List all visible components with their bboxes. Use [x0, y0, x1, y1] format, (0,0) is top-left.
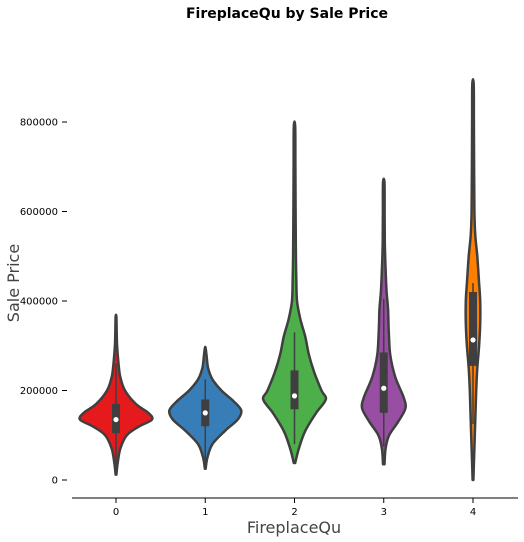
- x-tick-label: 0: [113, 507, 119, 518]
- chart-title: FireplaceQu by Sale Price: [186, 6, 388, 22]
- y-axis: 0 200000 400000 600000 800000: [20, 118, 67, 487]
- x-tick-label: 1: [202, 507, 208, 518]
- violin-iqr-box: [379, 352, 388, 413]
- violin-4: [464, 77, 482, 482]
- violin-median-point: [113, 416, 119, 423]
- x-axis: 0 1 2 3 4: [72, 497, 518, 518]
- violin-median-point: [381, 385, 387, 391]
- x-axis-label: FireplaceQu: [247, 518, 341, 537]
- violin-3: [360, 177, 407, 466]
- y-axis-label: Sale Price: [4, 244, 23, 322]
- x-tick-label: 4: [470, 507, 476, 518]
- y-tick-label: 200000: [20, 386, 58, 397]
- violin-median-point: [470, 337, 476, 343]
- y-tick-label: 600000: [20, 207, 58, 218]
- violin-median-point: [202, 410, 208, 416]
- violin-2: [261, 120, 328, 465]
- violins-group: [78, 77, 482, 482]
- y-tick-label: 400000: [20, 297, 58, 308]
- violin-iqr-box: [290, 370, 299, 410]
- violin-1: [167, 345, 243, 471]
- x-tick-label: 2: [291, 507, 297, 518]
- violin-body: [261, 120, 328, 465]
- y-tick-label: 0: [52, 476, 58, 487]
- violin-0: [78, 313, 154, 476]
- violin-median-point: [291, 393, 298, 399]
- violin-iqr-box: [469, 292, 477, 366]
- x-tick-label: 3: [381, 507, 387, 518]
- violin-body: [464, 77, 482, 482]
- y-tick-label: 800000: [20, 118, 58, 129]
